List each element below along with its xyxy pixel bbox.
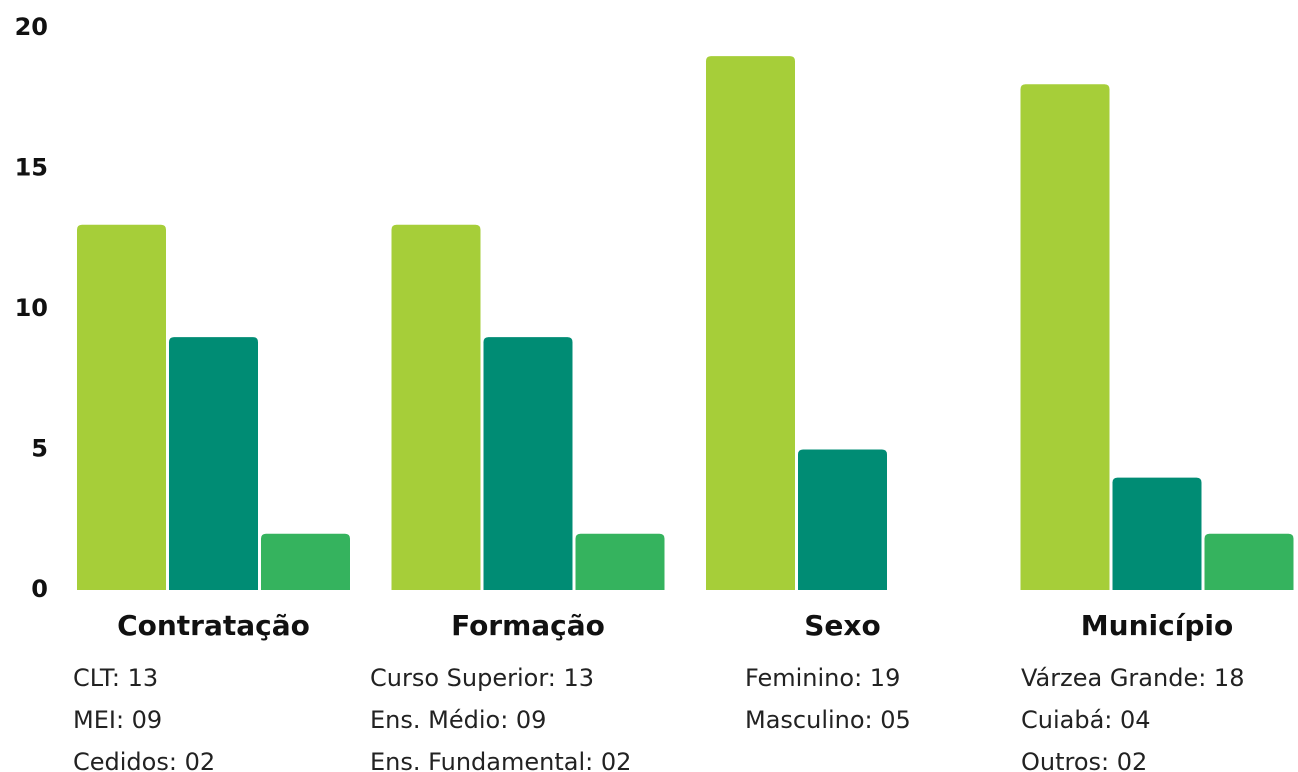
group-item-label: Outros: 02 <box>1021 748 1147 772</box>
group-item-label: Várzea Grande: 18 <box>1021 664 1244 692</box>
bar <box>1204 533 1294 590</box>
bar <box>77 224 166 590</box>
y-tick-label: 20 <box>15 13 48 41</box>
bar <box>798 449 887 590</box>
group-item-label: Ens. Fundamental: 02 <box>370 748 631 772</box>
bar <box>706 56 795 591</box>
bar <box>1112 477 1202 590</box>
y-tick-label: 10 <box>15 294 48 322</box>
bar <box>261 533 350 590</box>
group-item-label: Masculino: 05 <box>745 706 911 734</box>
y-tick-label: 5 <box>31 435 48 463</box>
group-title: Município <box>1081 609 1233 642</box>
bar <box>575 533 665 590</box>
group-item-label: Feminino: 19 <box>745 664 900 692</box>
group-item-label: Curso Superior: 13 <box>370 664 594 692</box>
group-title: Sexo <box>804 609 880 642</box>
group-item-label: MEI: 09 <box>73 706 162 734</box>
y-tick-label: 0 <box>31 575 48 603</box>
y-tick-label: 15 <box>15 154 48 182</box>
bar <box>483 337 573 590</box>
group-title: Contratação <box>117 609 310 642</box>
bar <box>169 337 258 590</box>
group-item-label: Ens. Médio: 09 <box>370 706 546 734</box>
bar <box>391 224 481 590</box>
group-item-label: Cuiabá: 04 <box>1021 706 1151 734</box>
group-title: Formação <box>451 609 605 642</box>
bar <box>1020 84 1110 590</box>
group-item-label: Cedidos: 02 <box>73 748 215 772</box>
group-item-label: CLT: 13 <box>73 664 158 692</box>
